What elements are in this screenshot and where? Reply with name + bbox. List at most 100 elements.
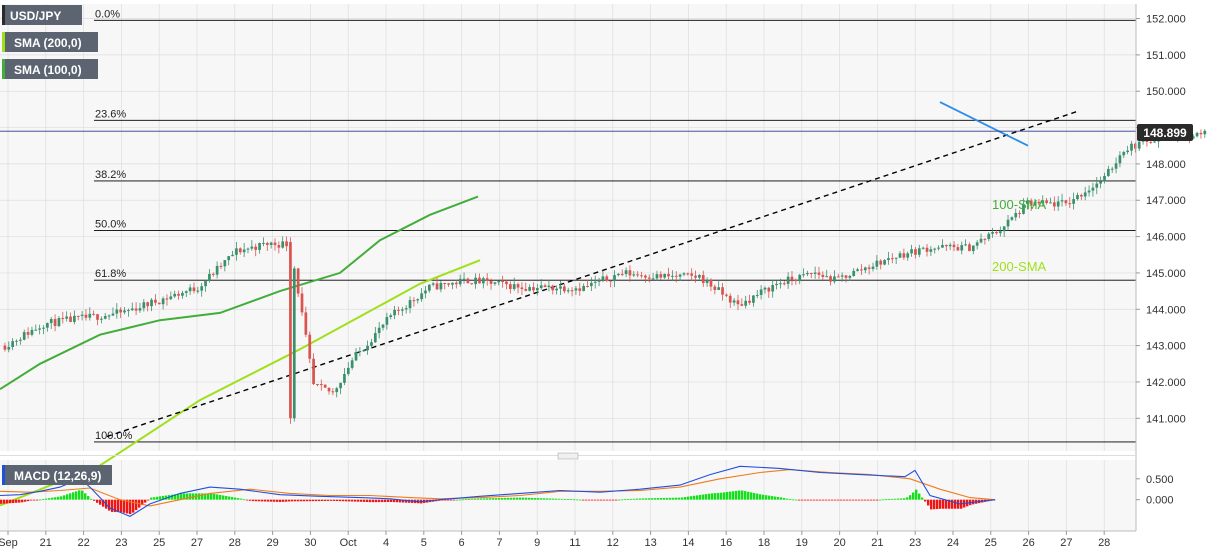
candle-down — [1079, 194, 1083, 197]
candle-up — [370, 342, 373, 346]
candle-down — [412, 300, 416, 302]
time-tick-label: 24 — [947, 537, 959, 549]
price-tick-label: 151.000 — [1146, 50, 1186, 62]
candle-down — [628, 270, 632, 276]
candle-up — [1025, 200, 1029, 204]
fib-level-label: 100.0% — [95, 430, 133, 442]
candle-down — [713, 286, 717, 290]
macd-histogram-bar-neg — [12, 499, 15, 504]
candle-down — [659, 274, 663, 278]
candle-down — [304, 312, 308, 335]
macd-histogram-bar-neg — [612, 499, 615, 501]
macd-histogram-bar-neg — [816, 499, 819, 501]
candle-down — [76, 315, 80, 317]
legend-macd-box[interactable] — [2, 465, 112, 485]
time-tick-label: Sep — [0, 537, 18, 549]
legend-sma100-box[interactable] — [2, 59, 98, 79]
macd-histogram-bar-pos — [54, 497, 57, 500]
macd-histogram-bar-neg — [855, 499, 858, 501]
candle-up — [281, 241, 285, 248]
candle-down — [879, 260, 883, 265]
macd-histogram-bar-pos — [156, 496, 159, 500]
candle-up — [678, 274, 682, 277]
candle-up — [547, 285, 551, 288]
candle-up — [991, 232, 994, 234]
time-tick-label: 7 — [496, 537, 502, 549]
candle-down — [92, 313, 96, 315]
macd-histogram-bar-neg — [375, 499, 378, 503]
candle-up — [964, 244, 967, 246]
candle-down — [794, 279, 798, 282]
macd-histogram-bar-pos — [672, 497, 675, 500]
candle-up — [593, 281, 597, 283]
macd-histogram-bar-neg — [384, 499, 387, 503]
macd-histogram-bar-pos — [633, 498, 636, 500]
sma-annotations: 100-SMA 200-SMA — [992, 197, 1047, 274]
candle-up — [574, 288, 578, 291]
macd-histogram-bar-neg — [861, 499, 864, 501]
macd-histogram-bar-neg — [351, 499, 354, 502]
candle-down — [740, 304, 744, 306]
macd-histogram-bar-neg — [246, 499, 249, 501]
candle-up — [404, 308, 408, 310]
candle-up — [863, 267, 867, 271]
candle-up — [1099, 181, 1102, 184]
legend-sma200-box[interactable] — [2, 32, 98, 52]
candle-up — [458, 278, 462, 285]
candle-down — [551, 285, 555, 291]
macd-histogram-bar-neg — [0, 499, 3, 504]
macd-histogram-bar-neg — [843, 499, 846, 501]
macd-histogram-bar-neg — [18, 499, 21, 503]
candle-up — [786, 276, 790, 284]
candle-down — [914, 249, 917, 255]
candle-up — [235, 248, 238, 255]
macd-histogram-bar-pos — [660, 498, 663, 500]
macd-histogram-bar-pos — [501, 497, 504, 500]
time-tick-label: 25 — [153, 537, 165, 549]
candle-down — [867, 267, 871, 269]
macd-histogram-bar-neg — [249, 499, 252, 501]
macd-histogram-bar-pos — [720, 492, 723, 500]
candle-up — [998, 231, 1002, 234]
macd-histogram-bar-pos — [240, 498, 243, 500]
candle-up — [497, 281, 501, 283]
candle-down — [1068, 203, 1072, 205]
candle-up — [971, 245, 975, 252]
candle-up — [107, 315, 111, 317]
macd-histogram-bar-neg — [333, 499, 336, 501]
price-tick-label: 152.000 — [1146, 14, 1186, 26]
panel-resize-handle[interactable] — [557, 452, 579, 460]
macd-histogram-bar-neg — [30, 499, 33, 501]
macd-histogram-bar-pos — [621, 499, 624, 501]
macd-histogram-bar-neg — [255, 499, 258, 502]
time-tick-label: 30 — [304, 537, 316, 549]
candle-down — [192, 287, 196, 292]
candle-up — [875, 260, 879, 267]
macd-histogram-bar-neg — [33, 499, 36, 501]
candle-up — [1091, 187, 1095, 191]
candle-up — [80, 314, 84, 316]
candle-up — [15, 340, 18, 342]
candle-down — [96, 314, 99, 320]
fibonacci-levels: 0.0% 23.6% 38.2% 50.0% 61.8% 100.0% — [94, 8, 1136, 443]
candle-down — [817, 272, 821, 275]
macd-histogram-bar-pos — [75, 491, 78, 500]
macd-histogram-bar-pos — [696, 495, 699, 500]
macd-histogram-bar-pos — [234, 497, 237, 500]
macd-histogram-bar-neg — [369, 499, 372, 503]
candle-up — [671, 275, 674, 277]
macd-histogram-bar-pos — [738, 490, 741, 500]
macd-histogram-bar-pos — [498, 498, 501, 500]
macd-histogram-bar-neg — [354, 499, 357, 502]
price-tick-label: 144.000 — [1146, 304, 1186, 316]
candle-down — [146, 302, 150, 307]
macd-histogram-bar-neg — [360, 499, 363, 502]
macd-histogram-bar-pos — [630, 498, 633, 500]
candle-down — [952, 244, 956, 248]
candle-up — [246, 248, 250, 250]
candle-up — [381, 324, 385, 328]
legend-symbol-box[interactable] — [2, 5, 82, 25]
candle-up — [1195, 132, 1199, 137]
macd-histogram-bar-pos — [486, 498, 489, 500]
